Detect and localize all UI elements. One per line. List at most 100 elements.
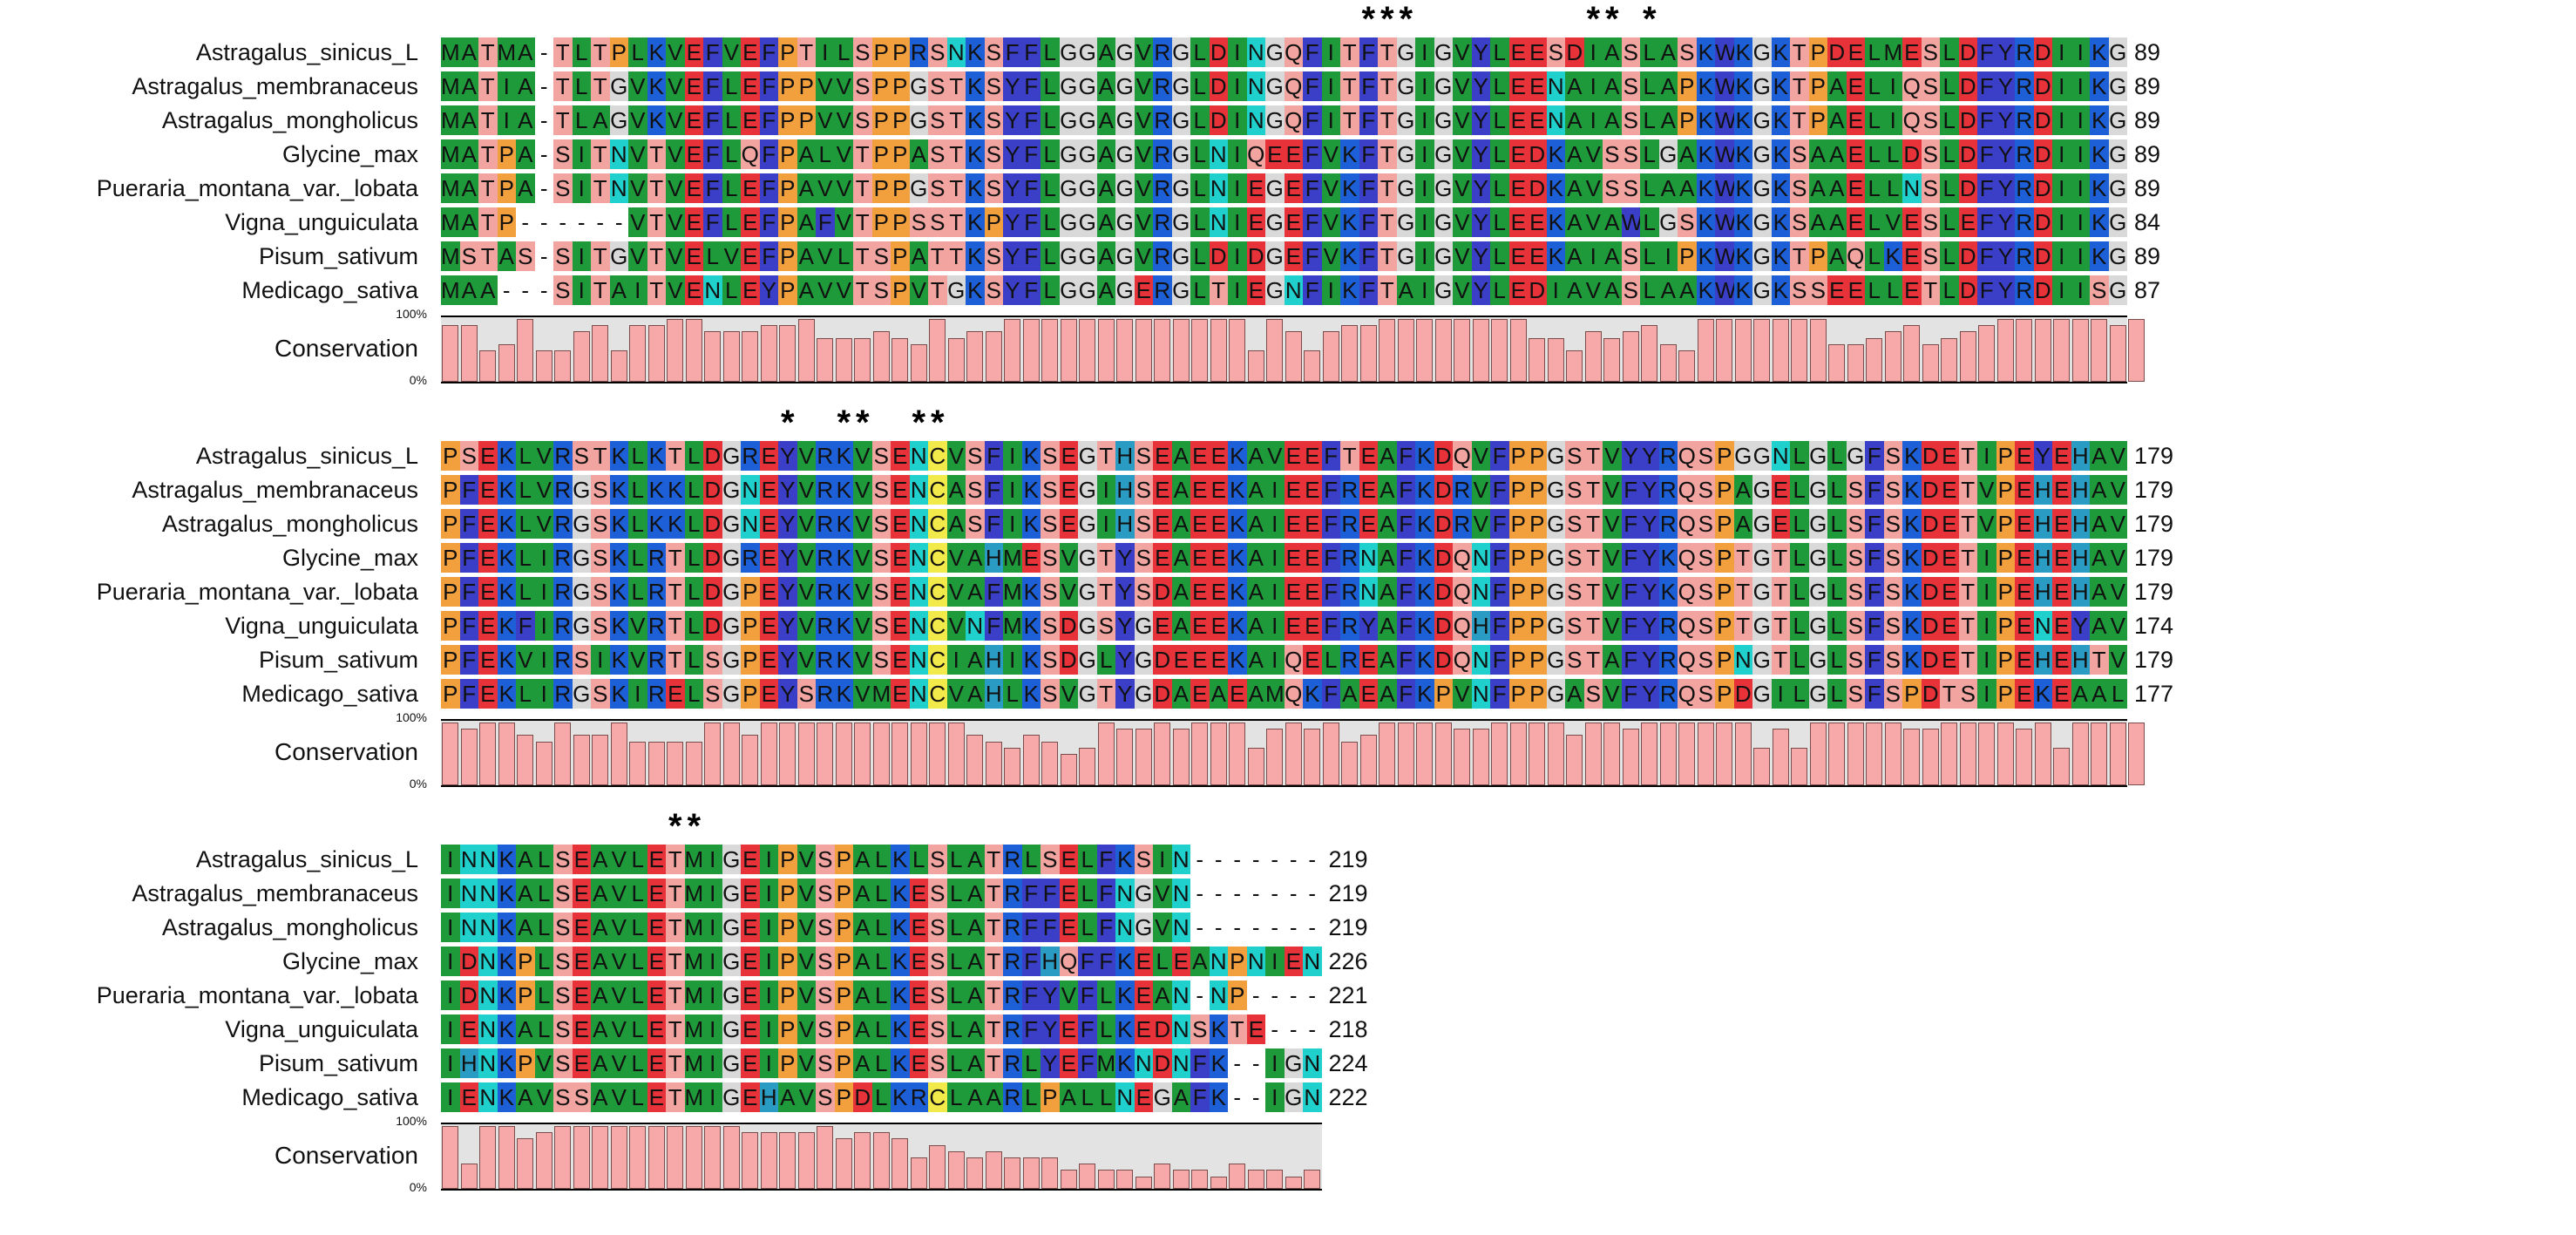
- residue-cell: K: [666, 475, 685, 505]
- residue-cell: N: [459, 845, 478, 874]
- residue-cell: D: [1921, 543, 1940, 573]
- conservation-label: Conservation: [275, 1142, 418, 1169]
- residue-cell: E: [2015, 509, 2034, 539]
- sequence-end-position: 179: [2134, 443, 2174, 469]
- residue-cell: D: [1565, 37, 1584, 67]
- residue-cell: F: [1621, 611, 1640, 641]
- residue-cell: V: [1583, 139, 1603, 169]
- residue-cell: L: [871, 947, 891, 976]
- residue-cell: V: [628, 241, 647, 271]
- residue-cell: -: [1265, 913, 1285, 942]
- residue-cell: V: [1453, 275, 1472, 305]
- residue-cell: T: [647, 241, 666, 271]
- residue-cell: K: [2090, 105, 2109, 135]
- residue-cell: M: [684, 947, 703, 976]
- conservation-bar: [1828, 343, 1845, 382]
- conservation-bar: [910, 343, 927, 382]
- residue-cell: D: [1958, 173, 1977, 203]
- residue-cell: L: [1640, 71, 1659, 101]
- residue-cell: K: [609, 611, 628, 641]
- residue-cell: Q: [1678, 543, 1697, 573]
- residue-cell: Y: [778, 475, 797, 505]
- residue-cell: T: [666, 981, 685, 1010]
- residue-cell: S: [871, 441, 891, 471]
- residue-cell: E: [1771, 509, 1790, 539]
- conservation-bar: [797, 723, 815, 785]
- residue-cell: A: [853, 1014, 872, 1044]
- residue-cell: S: [871, 475, 891, 505]
- residue-cell: G: [1752, 611, 1772, 641]
- residue-cell: T: [1958, 645, 1977, 675]
- conservation-bar: [1996, 723, 2014, 785]
- residue-cell: -: [1209, 913, 1228, 942]
- residue-cell: I: [1546, 275, 1565, 305]
- residue-cell: S: [1041, 509, 1060, 539]
- residue-cell: E: [478, 577, 498, 607]
- conservation-bar: [966, 331, 983, 382]
- residue-cell: E: [1508, 71, 1528, 101]
- residue-cell: P: [1715, 475, 1734, 505]
- residue-cell: -: [1246, 1082, 1265, 1112]
- residue-cell: F: [1021, 207, 1041, 237]
- residue-cell: N: [1209, 947, 1228, 976]
- residue-cell: A: [1378, 441, 1397, 471]
- residue-cell: P: [1996, 577, 2015, 607]
- residue-cell: E: [1209, 543, 1228, 573]
- residue-cell: F: [1021, 71, 1041, 101]
- residue-cell: S: [816, 845, 835, 874]
- residue-cell: -: [534, 275, 553, 305]
- residue-cell: H: [2071, 577, 2090, 607]
- residue-cell: N: [478, 913, 498, 942]
- residue-cell: T: [1378, 173, 1397, 203]
- residue-cell: L: [1940, 105, 1959, 135]
- residue-cell: F: [1865, 577, 1884, 607]
- conservation-bar: [891, 1138, 908, 1189]
- residue-cell: L: [722, 139, 741, 169]
- residue-cell: K: [1696, 275, 1715, 305]
- residue-cell: -: [1246, 913, 1265, 942]
- residue-cell: G: [1078, 241, 1097, 271]
- residue-cell: K: [1771, 105, 1790, 135]
- residue-cell: V: [946, 679, 966, 709]
- residue-cell: V: [534, 1048, 553, 1078]
- conservation-bar: [667, 1126, 683, 1189]
- residue-cell: A: [1096, 207, 1115, 237]
- residue-cell: F: [1490, 441, 1509, 471]
- residue-cell: A: [1603, 275, 1622, 305]
- residue-cell: F: [1041, 879, 1060, 908]
- residue-cell: S: [1790, 139, 1809, 169]
- residue-cell: E: [909, 879, 928, 908]
- residue-cell: I: [2071, 241, 2090, 271]
- residue-cell: P: [834, 913, 853, 942]
- residue-cell: -: [1228, 879, 1247, 908]
- conservation-bar: [1304, 1170, 1320, 1189]
- residue-cell: A: [966, 1082, 985, 1112]
- residue-cell: Q: [1678, 577, 1697, 607]
- conservation-bar: [1491, 319, 1508, 382]
- residue-cell: K: [1771, 173, 1790, 203]
- residue-cell: S: [871, 543, 891, 573]
- residue-cell: E: [1508, 37, 1528, 67]
- residue-cell: A: [966, 879, 985, 908]
- residue-cell: K: [609, 645, 628, 675]
- residue-cell: V: [1603, 441, 1622, 471]
- residue-cell: S: [1790, 275, 1809, 305]
- residue-cell: G: [1265, 37, 1285, 67]
- residue-cell: K: [891, 981, 910, 1010]
- residue-cell: I: [497, 105, 516, 135]
- residue-cell: K: [1902, 475, 1922, 505]
- residue-cell: M: [684, 981, 703, 1010]
- residue-cell: I: [2071, 37, 2090, 67]
- residue-cell: V: [516, 645, 535, 675]
- conservation-bar: [1135, 319, 1152, 382]
- residue-cell: L: [1883, 275, 1902, 305]
- conservation-bar: [1022, 1157, 1040, 1189]
- residue-cell: A: [459, 173, 478, 203]
- residue-cell: L: [1865, 105, 1884, 135]
- residue-cell: N: [909, 475, 928, 505]
- residue-cell: V: [628, 173, 647, 203]
- residue-cell: E: [1846, 275, 1865, 305]
- residue-cell: G: [1078, 37, 1097, 67]
- residue-cell: I: [1265, 1048, 1285, 1078]
- residue-cell: -: [1303, 981, 1322, 1010]
